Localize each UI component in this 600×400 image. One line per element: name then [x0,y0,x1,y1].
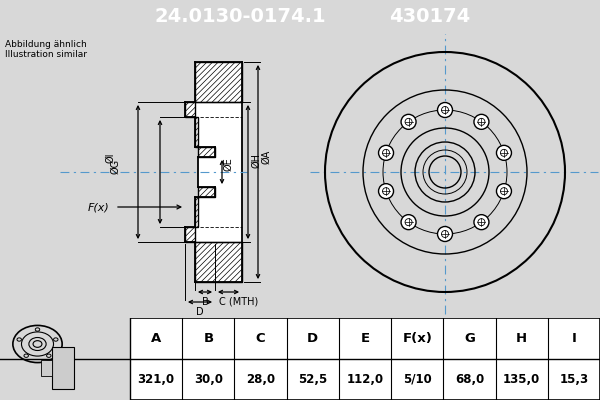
Text: ØI: ØI [105,153,115,163]
Polygon shape [195,117,215,157]
Text: F(x): F(x) [88,202,110,212]
Text: 5/10: 5/10 [403,373,431,386]
Text: 15,3: 15,3 [559,373,589,386]
Text: ØA: ØA [261,150,271,164]
Text: 52,5: 52,5 [298,373,328,386]
Circle shape [496,145,511,160]
Circle shape [379,145,394,160]
Text: ØH: ØH [251,152,261,168]
Text: 430174: 430174 [389,8,470,26]
Text: E: E [361,332,370,345]
Text: ØE: ØE [223,157,233,171]
Polygon shape [185,102,195,117]
Text: H: H [516,332,527,345]
Polygon shape [195,62,242,102]
Circle shape [474,114,489,129]
Circle shape [401,215,416,230]
Polygon shape [195,242,242,282]
Polygon shape [185,62,242,282]
Bar [52,347,74,389]
Text: 24.0130-0174.1: 24.0130-0174.1 [154,8,326,26]
Text: 321,0: 321,0 [137,373,175,386]
Bar [41,360,52,376]
Text: Abbildung ähnlich: Abbildung ähnlich [5,40,87,49]
Circle shape [379,184,394,199]
Text: C (MTH): C (MTH) [219,297,258,307]
Text: F(x): F(x) [402,332,432,345]
Circle shape [496,184,511,199]
Text: ØG: ØG [110,158,120,174]
Text: I: I [571,332,577,345]
Circle shape [474,215,489,230]
Text: B: B [203,332,214,345]
Text: D: D [196,307,204,317]
Text: 30,0: 30,0 [194,373,223,386]
Text: 68,0: 68,0 [455,373,484,386]
Circle shape [437,102,452,118]
Text: D: D [307,332,319,345]
Circle shape [437,226,452,242]
Polygon shape [195,187,215,227]
Text: 112,0: 112,0 [346,373,383,386]
Bar [0,318,130,400]
Polygon shape [185,227,195,242]
Text: A: A [151,332,161,345]
Circle shape [401,114,416,129]
Text: G: G [464,332,475,345]
Text: 28,0: 28,0 [246,373,275,386]
Text: Illustration similar: Illustration similar [5,50,87,59]
Text: C: C [256,332,265,345]
Text: B: B [202,297,208,307]
Text: 135,0: 135,0 [503,373,540,386]
